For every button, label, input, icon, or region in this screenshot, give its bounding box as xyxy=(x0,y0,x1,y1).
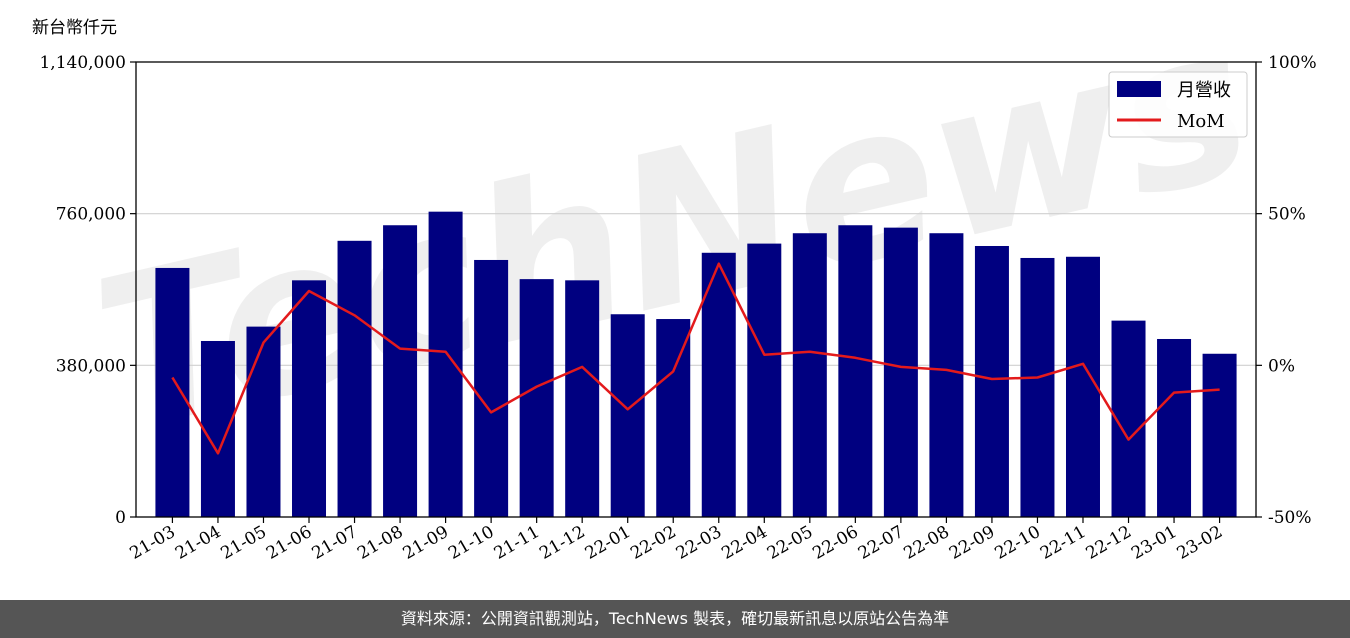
x-tick-label: 22-05 xyxy=(764,522,816,564)
bar xyxy=(428,211,463,517)
x-tick-label: 23-01 xyxy=(1128,522,1180,564)
bar xyxy=(701,252,736,517)
x-tick-label: 22-07 xyxy=(855,522,907,564)
y-right-tick-label: -50% xyxy=(1268,508,1312,528)
legend: 月營收 MoM xyxy=(1108,71,1248,138)
bar xyxy=(565,280,600,517)
x-tick-label: 22-11 xyxy=(1037,522,1089,564)
mom-series-line xyxy=(171,262,1220,455)
y-left-tick-label: 380,000 xyxy=(56,356,126,376)
y-axis-right: -50% 0% 50% 100% xyxy=(1256,53,1317,528)
x-tick-label: 22-10 xyxy=(992,522,1044,564)
bar xyxy=(974,245,1009,518)
x-tick-label: 22-03 xyxy=(673,522,725,564)
bar xyxy=(1202,353,1237,517)
x-tick-label: 22-06 xyxy=(809,522,861,564)
bars xyxy=(155,211,1237,518)
bar xyxy=(474,259,509,517)
x-tick-label: 21-05 xyxy=(218,522,270,564)
x-tick-label: 23-02 xyxy=(1174,522,1226,564)
y-left-tick-label: 1,140,000 xyxy=(39,53,126,73)
y-right-tick-label: 0% xyxy=(1268,356,1295,376)
footer-source: 資料來源：公開資訊觀測站，TechNews 製表，確切最新訊息以原站公告為準 xyxy=(0,600,1350,638)
y-axis-left: 0 380,000 760,000 1,140,000 xyxy=(39,53,136,528)
bar xyxy=(1157,338,1192,517)
x-tick-label: 21-07 xyxy=(309,522,361,564)
x-tick-label: 22-12 xyxy=(1083,522,1135,564)
x-tick-label: 22-01 xyxy=(582,522,634,564)
legend-label-revenue: 月營收 xyxy=(1177,80,1231,101)
bar xyxy=(1020,257,1055,517)
plot-frame xyxy=(135,61,1257,518)
x-tick-label: 21-09 xyxy=(400,522,452,564)
bar xyxy=(200,340,235,517)
y-right-tick-label: 100% xyxy=(1268,53,1317,73)
legend-swatch-revenue xyxy=(1117,81,1161,97)
x-tick-label: 22-08 xyxy=(900,522,952,564)
bar xyxy=(610,314,645,517)
bar xyxy=(792,233,827,517)
x-tick-label: 21-11 xyxy=(491,522,543,564)
bar xyxy=(383,225,418,518)
x-tick-label: 22-04 xyxy=(718,522,770,564)
chart: TechNews 新台幣仟元 0380,000760,0001,140,000 … xyxy=(32,0,1317,564)
y-right-tick-label: 50% xyxy=(1268,205,1306,225)
x-tick-label: 21-03 xyxy=(126,522,178,564)
unit-label: 新台幣仟元 xyxy=(32,18,117,38)
bar xyxy=(747,243,782,517)
x-tick-label: 21-12 xyxy=(536,522,588,564)
legend-label-mom: MoM xyxy=(1177,111,1225,132)
bar xyxy=(883,227,918,517)
mom-line xyxy=(171,262,1220,455)
x-tick-label: 22-09 xyxy=(946,522,998,564)
bar xyxy=(519,279,554,517)
x-tick-label: 21-08 xyxy=(354,522,406,564)
bar xyxy=(1065,256,1100,517)
bar xyxy=(155,267,190,517)
x-tick-label: 21-10 xyxy=(445,522,497,564)
bar xyxy=(246,326,281,517)
x-axis: 21-0321-0421-0521-0621-0721-0821-0921-10… xyxy=(126,517,1226,564)
x-tick-label: 21-06 xyxy=(263,522,315,564)
x-tick-label: 22-02 xyxy=(627,522,679,564)
bar xyxy=(656,319,691,517)
bar xyxy=(929,233,964,517)
bar xyxy=(838,225,873,518)
bar xyxy=(337,240,372,518)
bar xyxy=(292,280,327,517)
y-left-tick-label: 760,000 xyxy=(56,205,126,225)
y-left-tick-label: 0 xyxy=(115,508,126,528)
x-tick-label: 21-04 xyxy=(172,522,224,564)
